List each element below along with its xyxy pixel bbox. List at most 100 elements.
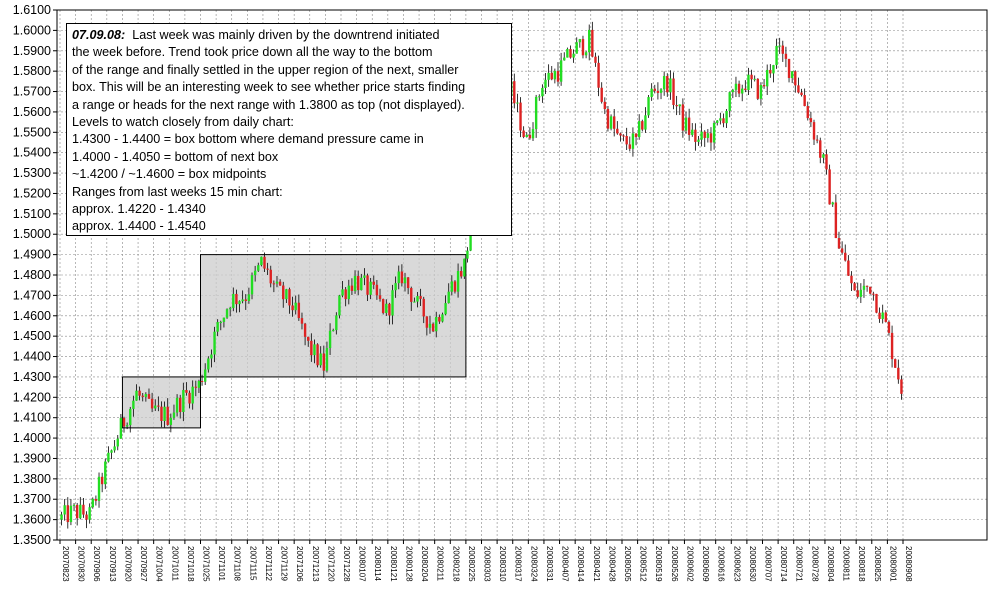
x-tick-label: 20080512 [639,546,648,582]
candle-body-up [441,314,444,322]
candle-body-up [447,291,450,304]
candle-body-up [328,330,332,349]
candle-body-down [297,302,301,319]
candle-body-down [263,256,266,269]
candle-body-up [116,438,119,447]
candle-body-up [238,301,241,305]
candle-body-down [378,295,382,300]
x-tick-label: 20070906 [92,546,101,582]
candle-body-down [269,269,272,284]
annotation-heading: 07.09.08: [72,28,126,42]
x-tick-label: 20080211 [436,546,445,582]
candle-body-up [60,514,63,520]
annotation-first-line: 07.09.08: Last week was mainly driven by… [72,27,511,44]
candle-body-down [272,283,276,285]
candle-body-up [765,69,769,87]
candle-body-down [834,202,838,239]
y-tick-label: 1.5100 [13,207,51,221]
candle-body-up [469,229,472,251]
candle-body-up [228,307,232,310]
candle-body-down [837,238,841,249]
candle-body-up [210,354,213,359]
candle-body-up [397,271,400,284]
candle-body-down [847,260,850,276]
x-tick-label: 20080128 [404,546,413,582]
candle-body-up [319,353,322,366]
candle-body-up [559,60,563,82]
x-tick-label: 20071220 [326,546,335,582]
candle-body-up [712,122,716,143]
candle-body-up [706,133,710,138]
candle-body-up [534,96,538,130]
annotation-line: Ranges from last weeks 15 min chart: [72,184,283,199]
x-tick-label: 20080121 [389,546,398,582]
x-tick-label: 20071004 [155,546,164,582]
candle-body-up [207,358,210,370]
grid-lines [57,9,987,541]
candle-body-down [278,281,282,286]
candle-body-up [728,92,731,111]
candle-body-up [172,412,176,418]
candle-body-down [865,285,869,287]
candle-body-up [391,290,394,316]
x-tick-label: 20080728 [810,546,819,582]
candle-body-down [666,76,669,93]
candle-body-up [772,65,775,74]
candle-body-down [625,136,628,145]
candle-body-down [878,312,881,319]
candle-body-down [581,39,585,56]
candle-body-up [644,115,647,130]
candle-body-down [709,133,713,143]
candle-body-up [154,405,157,409]
candle-body-down [606,108,610,129]
y-tick-label: 1.5300 [13,166,51,180]
annotation-line: the week before. Trend took price down a… [72,45,433,60]
y-tick-label: 1.5400 [13,146,51,160]
x-tick-label: 20071213 [311,546,320,582]
candle-body-down [375,284,379,296]
candle-body-down [400,271,404,284]
candle-body-down [166,406,169,425]
y-tick-label: 1.5500 [13,125,51,139]
candle-body-down [307,336,310,341]
candle-body-down [519,102,522,131]
x-tick-label: 20071108 [233,546,242,582]
x-tick-label: 20080310 [498,546,507,582]
y-tick-label: 1.5200 [13,186,51,200]
candle-body-down [641,121,644,130]
candle-body-down [819,140,822,158]
annotation-line: Last week was mainly driven by the downt… [132,28,440,42]
candle-body-down [300,318,304,324]
candle-body-up [225,309,229,318]
candle-body-up [129,408,132,426]
candle-body-down [656,90,660,93]
candle-body-down [513,81,516,104]
y-tick-label: 1.4500 [13,329,51,343]
x-tick-label: 20070913 [108,546,117,582]
candle-body-up [353,275,357,291]
candle-body-up [697,139,700,142]
candle-body-down [569,49,572,58]
candle-body-down [675,104,678,107]
candle-body-up [331,330,335,332]
candle-body-up [759,85,763,99]
candle-body-down [787,58,791,79]
candle-body-down [812,122,816,140]
candle-body-down [875,293,878,313]
candle-body-up [135,390,138,401]
candle-body-down [634,133,638,138]
candle-body-up [669,78,672,93]
y-tick-label: 1.4400 [13,350,51,364]
candle-body-down [438,317,441,322]
candle-body-down [66,505,70,523]
candle-body-up [553,70,557,80]
candle-body-down [737,83,741,94]
candle-body-up [91,498,94,508]
candle-body-down [419,296,422,299]
y-tick-label: 1.4300 [13,370,51,384]
candle-body-up [822,154,825,158]
candle-body-down [703,131,706,138]
candle-body-up [191,386,194,404]
y-tick-label: 1.6000 [13,23,51,37]
candle-body-down [800,92,803,96]
